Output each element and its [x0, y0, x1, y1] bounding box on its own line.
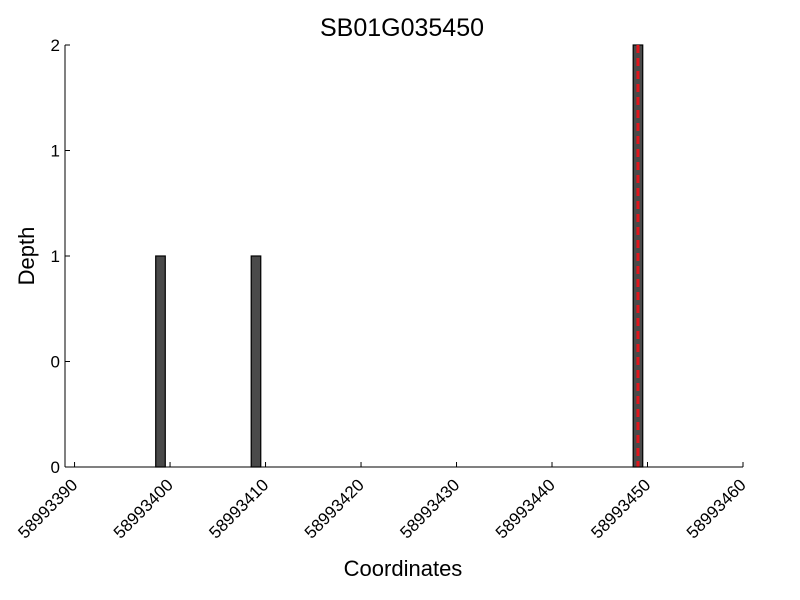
y-tick-label: 0 [51, 353, 60, 372]
y-tick-label: 1 [51, 142, 60, 161]
depth-bar [155, 255, 166, 468]
x-axis-ticks: 58993390 58993400 58993410 58993420 58993430… [14, 462, 750, 542]
y-axis-ticks: 0 0 1 1 2 [51, 36, 70, 477]
x-tick-label: 58993400 [110, 475, 177, 542]
chart-title: SB01G035450 [320, 14, 484, 42]
y-tick-label: 1 [51, 247, 60, 266]
x-axis-label: Coordinates [344, 556, 463, 581]
y-axis-label: Depth [14, 227, 39, 286]
x-tick-label: 58993420 [301, 475, 368, 542]
x-tick-label: 58993430 [396, 475, 463, 542]
x-tick-label: 58993410 [205, 475, 272, 542]
x-tick-label: 58993460 [683, 475, 750, 542]
bars-group [155, 44, 644, 468]
y-tick-label: 2 [51, 36, 60, 55]
x-tick-label: 58993450 [587, 475, 654, 542]
x-tick-label: 58993390 [14, 475, 81, 542]
x-tick-label: 58993440 [492, 475, 559, 542]
y-tick-label: 0 [51, 458, 60, 477]
depth-bar [250, 255, 262, 468]
